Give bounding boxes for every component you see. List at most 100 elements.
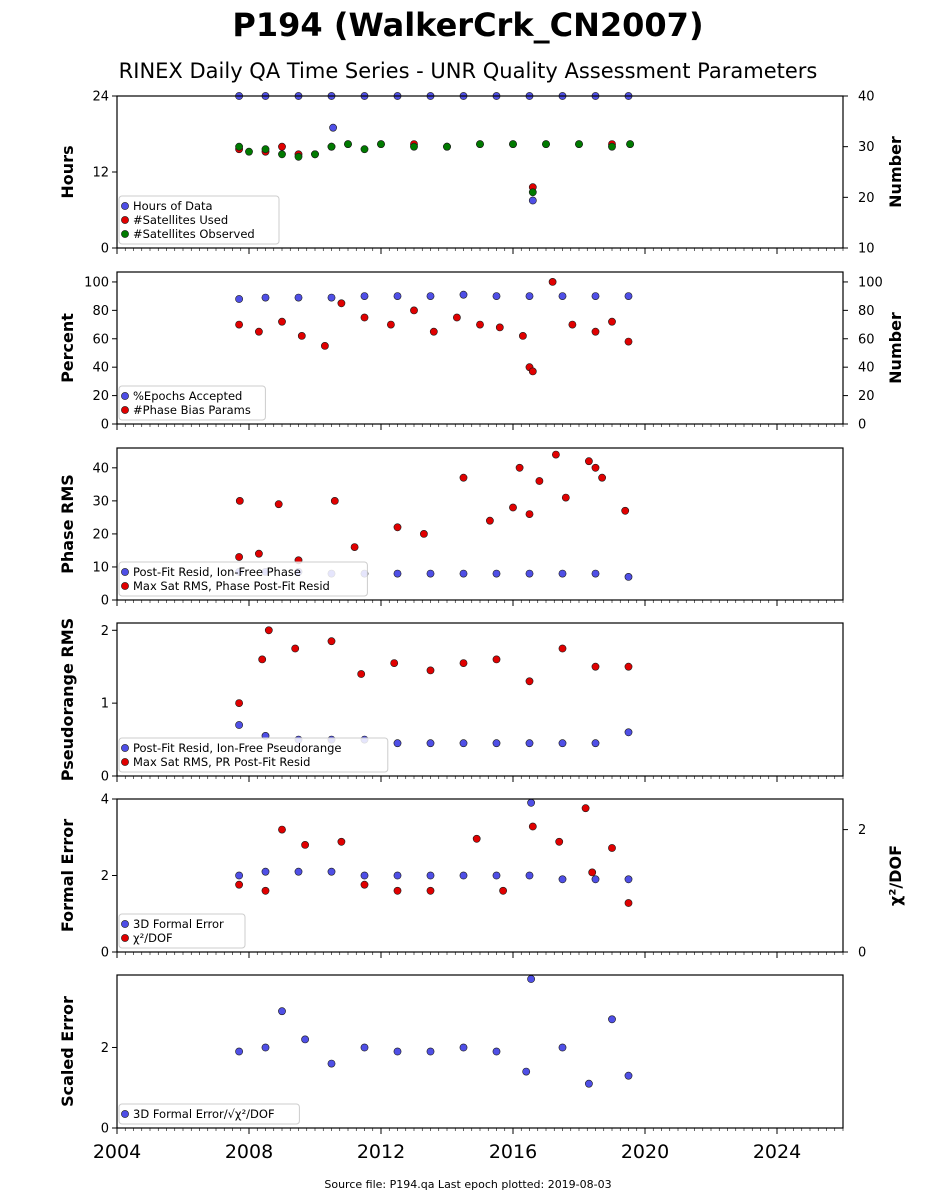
data-point [588, 868, 597, 877]
data-point [393, 292, 402, 300]
data-point [492, 739, 501, 748]
data-point [552, 450, 560, 459]
data-point [261, 145, 270, 154]
data-point [235, 1047, 243, 1056]
y-tick-label: 20 [92, 389, 109, 404]
data-point [542, 140, 550, 148]
data-point [624, 292, 633, 300]
data-point [558, 644, 567, 653]
data-point [291, 644, 300, 653]
data-point [294, 867, 303, 876]
y-tick-label: 0 [101, 946, 109, 961]
data-point [459, 739, 468, 748]
data-point [528, 822, 537, 831]
data-point [509, 140, 517, 148]
legend-label: Post-Fit Resid, Ion-Free Pseudorange [133, 741, 341, 755]
y-tick-label: 10 [92, 560, 109, 575]
y2-tick-label: 0 [858, 946, 866, 961]
y-tick-label: 0 [101, 594, 109, 609]
data-point [426, 569, 435, 578]
y-tick-label: 30 [92, 494, 109, 509]
data-point [558, 1043, 567, 1052]
data-point [261, 293, 270, 302]
y2-tick-label: 20 [858, 191, 875, 206]
data-point [235, 721, 243, 729]
data-point [327, 293, 336, 302]
data-point [235, 295, 243, 303]
data-point [608, 844, 616, 852]
x-tick-label: 2016 [489, 1141, 537, 1163]
legend-marker [121, 406, 129, 414]
data-point [598, 473, 606, 482]
data-point [624, 728, 633, 737]
data-point [472, 834, 481, 843]
data-point [591, 292, 600, 300]
y2-tick-label: 20 [858, 389, 875, 404]
y-tick-label: 80 [92, 304, 109, 319]
y-axis-label: Percent [58, 313, 77, 383]
x-tick-label: 2024 [753, 1141, 801, 1163]
footer-source: Source file: P194.qa Last epoch plotted:… [324, 1178, 611, 1191]
data-point [443, 142, 451, 151]
legend-label: χ²/DOF [133, 931, 173, 945]
data-point [492, 655, 501, 664]
data-point [527, 798, 535, 807]
y-tick-label: 24 [92, 90, 109, 105]
data-point [258, 655, 267, 664]
legend-hours: Hours of Data#Satellites Used#Satellites… [118, 195, 280, 245]
data-point [626, 140, 634, 148]
data-point [235, 496, 244, 505]
y-tick-label: 40 [92, 461, 109, 476]
series-pseudo-1 [235, 626, 633, 707]
data-point [357, 670, 366, 678]
y-tick-label: 4 [101, 793, 109, 808]
data-point [360, 292, 369, 300]
data-point [278, 1007, 286, 1016]
data-point [278, 825, 286, 834]
data-point [509, 503, 517, 512]
data-point [608, 1015, 616, 1024]
data-point [525, 292, 534, 300]
data-point [301, 841, 309, 849]
legend-box [118, 913, 246, 949]
data-point [327, 867, 336, 876]
data-point [585, 1079, 593, 1088]
legend-label: Hours of Data [133, 199, 213, 213]
data-point [337, 299, 346, 308]
data-point [360, 880, 369, 889]
data-point [235, 553, 243, 561]
y-tick-label: 100 [84, 275, 109, 290]
data-point [327, 142, 336, 151]
data-point [624, 573, 633, 581]
legend-label: Max Sat RMS, PR Post-Fit Resid [133, 755, 310, 769]
legend-label: 3D Formal Error/√χ²/DOF [133, 1107, 275, 1121]
data-point [235, 142, 243, 151]
y-axis-label: Pseudorange RMS [58, 618, 77, 781]
data-point [410, 306, 418, 315]
legend-marker [121, 202, 129, 210]
data-point [360, 145, 369, 154]
data-point [492, 1047, 501, 1056]
data-point [575, 140, 583, 148]
legend-marker [121, 582, 129, 590]
y-tick-label: 0 [101, 242, 109, 257]
data-point [426, 886, 435, 895]
data-point [591, 327, 600, 336]
data-point [297, 331, 306, 340]
y2-tick-label: 30 [858, 140, 875, 155]
legend-marker [121, 1110, 129, 1118]
legend-box [118, 385, 266, 421]
data-point [485, 516, 494, 525]
data-point [459, 659, 468, 667]
legend-pseudo: Post-Fit Resid, Ion-Free PseudorangeMax … [118, 737, 389, 773]
data-point [459, 290, 468, 299]
data-point [522, 1067, 531, 1076]
y2-axis-label: Number [886, 136, 905, 208]
data-point [320, 341, 329, 350]
data-point [528, 188, 537, 197]
legend-marker [121, 568, 129, 576]
data-point [327, 1059, 336, 1068]
y-tick-label: 0 [101, 418, 109, 433]
